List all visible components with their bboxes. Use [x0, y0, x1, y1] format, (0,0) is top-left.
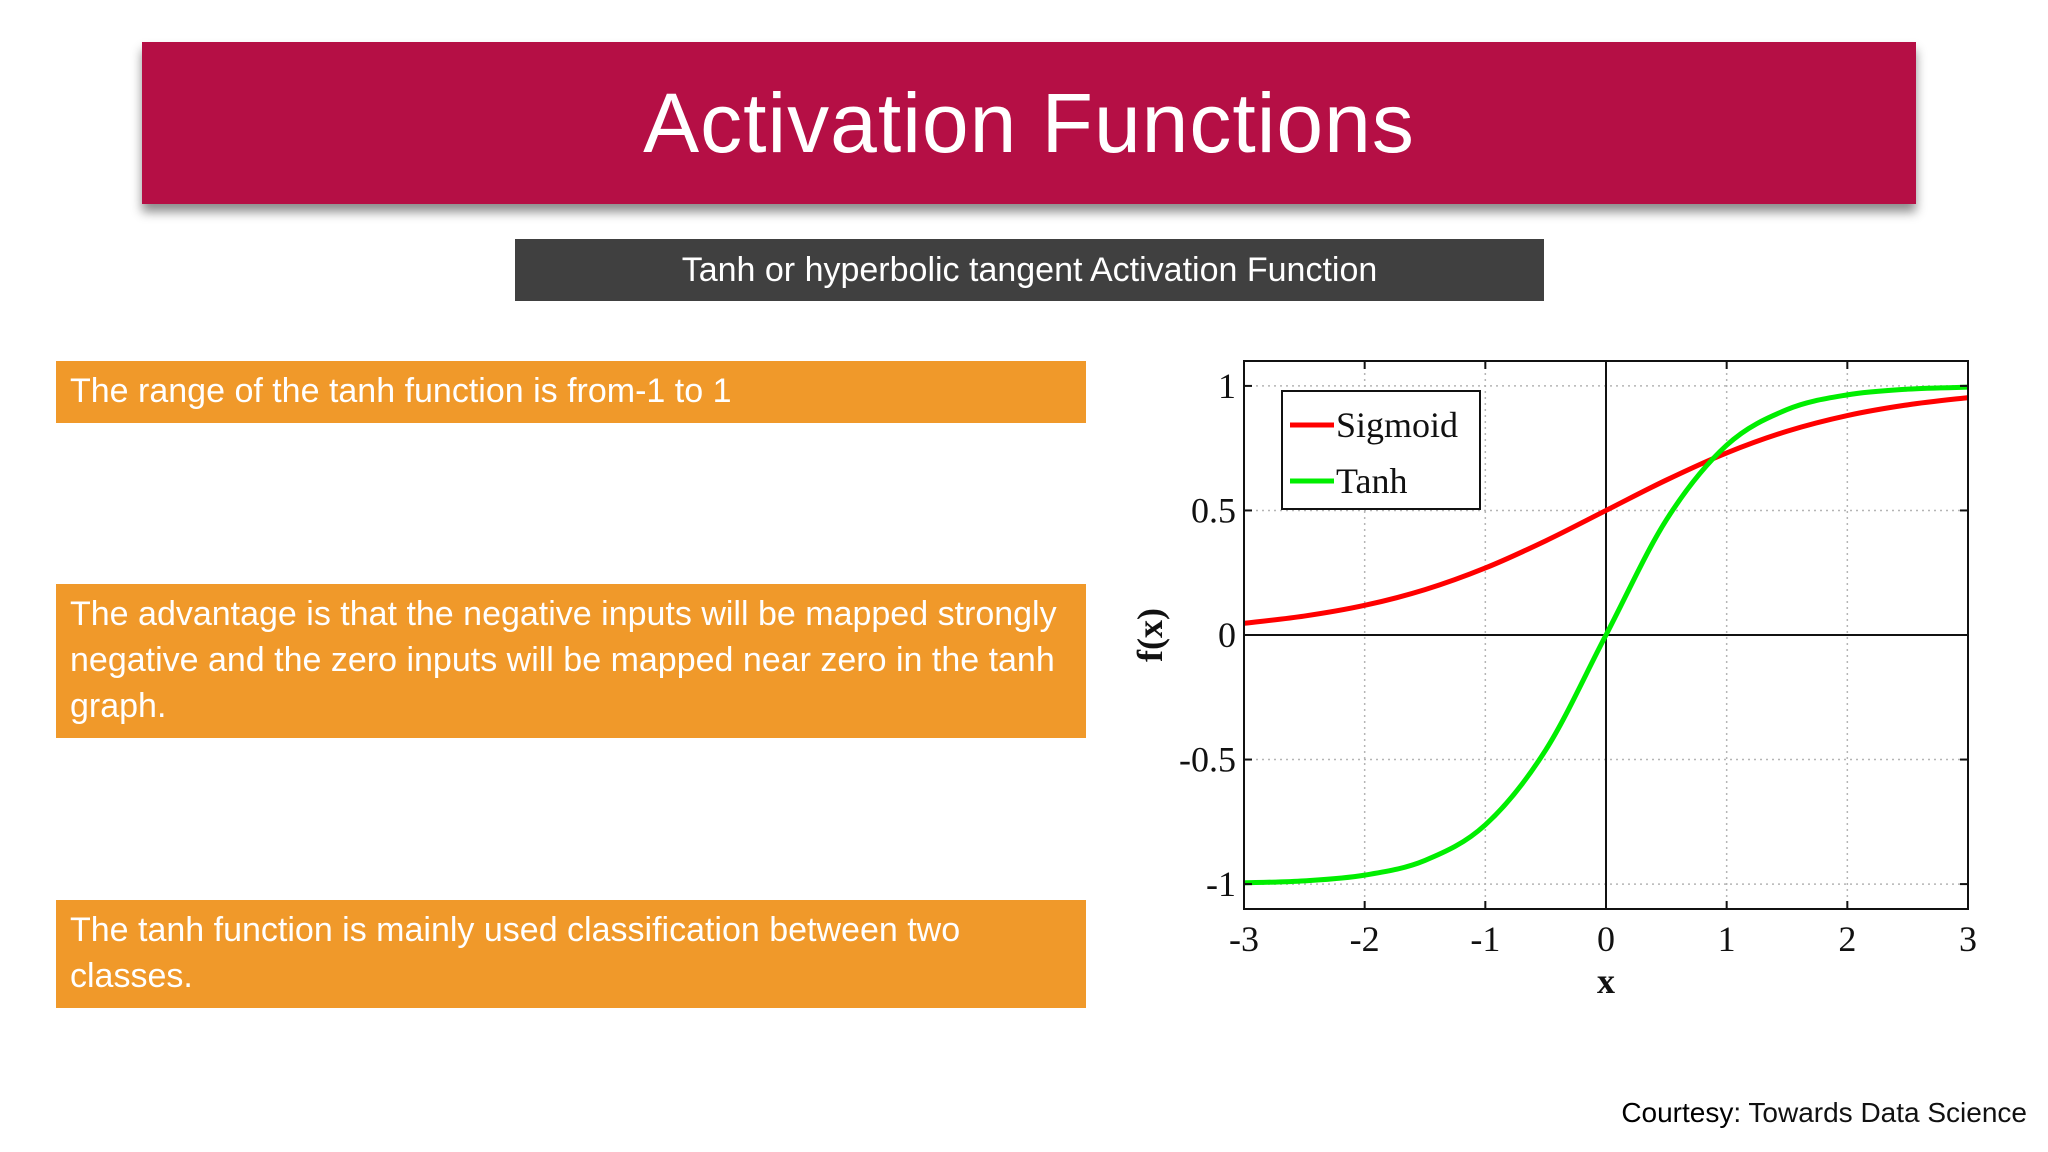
activation-chart: -3 -2 -1 0 1 2 3 -1 -0.5 0 0.5 1 x f(x) Sigmoid Tanh — [1120, 345, 2000, 1015]
courtesy-source: : Towards Data Science — [1733, 1097, 2027, 1128]
y-tick-label: -1 — [1206, 864, 1236, 904]
slide-title: Activation Functions — [643, 75, 1415, 170]
legend-label-tanh: Tanh — [1336, 461, 1407, 501]
x-tick-label: 1 — [1718, 919, 1736, 959]
legend-label-sigmoid: Sigmoid — [1336, 405, 1458, 445]
chart-svg: -3 -2 -1 0 1 2 3 -1 -0.5 0 0.5 1 x f(x) Sigmoid Tanh — [1130, 360, 1977, 1001]
x-axis-label: x — [1597, 961, 1615, 1001]
x-tick-label: 2 — [1838, 919, 1856, 959]
x-tick-label: -3 — [1229, 919, 1259, 959]
x-tick-label: -1 — [1470, 919, 1500, 959]
y-axis-label: f(x) — [1130, 608, 1170, 662]
point-box-usage: The tanh function is mainly used classif… — [56, 900, 1086, 1008]
x-tick-label: -2 — [1350, 919, 1380, 959]
courtesy-note: Courtesy: Towards Data Science — [1621, 1097, 2027, 1129]
x-tick-label: 3 — [1959, 919, 1977, 959]
x-tick-label: 0 — [1597, 919, 1615, 959]
point-box-advantage: The advantage is that the negative input… — [56, 584, 1086, 738]
series-line-tanh — [1243, 384, 1969, 886]
y-tick-label: 1 — [1218, 366, 1236, 406]
slide-subtitle: Tanh or hyperbolic tangent Activation Fu… — [681, 250, 1378, 289]
y-tick-label: -0.5 — [1179, 740, 1236, 780]
y-tick-label: 0 — [1218, 615, 1236, 655]
title-banner: Activation Functions — [142, 42, 1916, 204]
series-line-sigmoid — [1243, 395, 1969, 626]
courtesy-label: Courtesy — [1621, 1097, 1734, 1128]
subtitle-bar: Tanh or hyperbolic tangent Activation Fu… — [515, 239, 1544, 301]
point-box-range: The range of the tanh function is from-1… — [56, 361, 1086, 423]
y-tick-label: 0.5 — [1191, 490, 1236, 530]
legend-box — [1281, 390, 1481, 510]
